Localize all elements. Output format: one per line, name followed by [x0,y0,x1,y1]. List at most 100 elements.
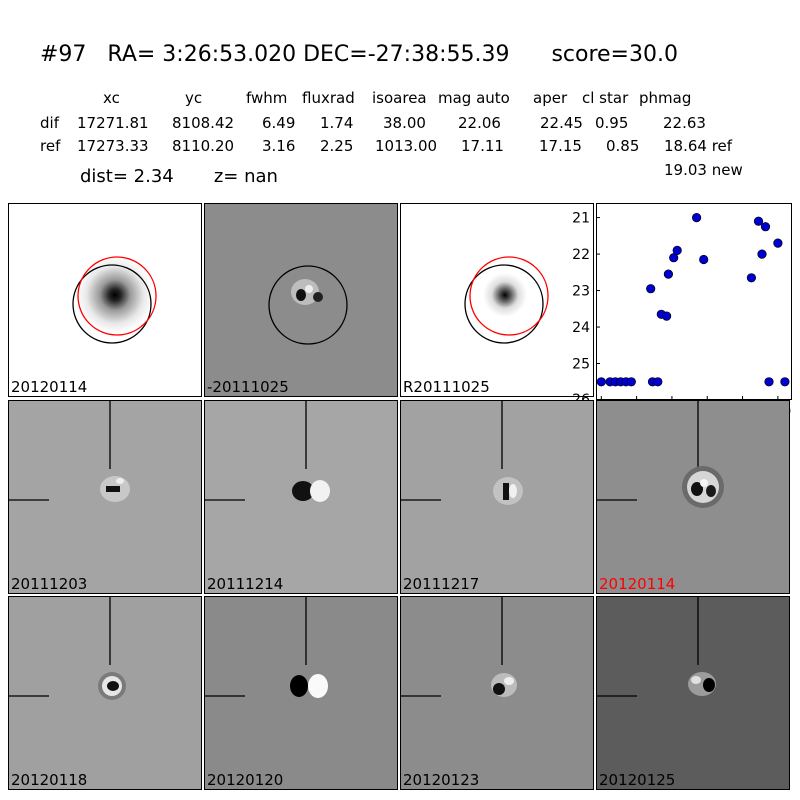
stamp-epoch-graphic [401,597,517,697]
stamp-epoch-graphic [205,401,330,502]
data-point [646,284,656,294]
data-point [672,245,682,256]
ref-circle [464,264,544,344]
stamp-new-graphic [72,256,157,344]
stamp-epoch-graphic [205,597,328,698]
dif-fwhm: 6.49 [262,114,296,132]
stamp-epoch: 20120123 [400,596,594,790]
stamp-label: 20111217 [403,575,480,593]
stamp-label-highlight: 20120114 [599,575,676,593]
dif-xc: 17271.81 [77,114,149,132]
header-isoarea: isoarea [372,89,427,107]
dif-yc: 8108.42 [172,114,235,132]
light-curve-plot: 212223242526020406080100 [572,203,792,420]
ref-phmag: 18.64 ref [664,137,733,155]
row-label-dif: dif [40,114,59,132]
data-point [764,377,774,387]
stamp-diff-graphic [268,265,348,345]
ref-cl-star: 0.85 [606,137,640,155]
header-cl-star: cl star [582,89,629,107]
header-mag-auto: mag auto [438,89,510,107]
header-xc: xc [103,89,120,107]
stamp-epoch-graphic [597,597,716,697]
stamp-epoch: 20120114 [596,400,790,594]
ref-yc: 8110.20 [172,137,235,155]
stamp-epoch: 20111214 [204,400,398,594]
stamp-label: 20120114 [11,378,88,396]
ref-circle [72,264,152,344]
dec-value: DEC=-27:38:55.39 [303,42,510,67]
ref-fluxrad: 2.25 [320,137,354,155]
data-point [699,254,709,265]
diff-circle [268,265,348,345]
data-point [669,253,679,263]
candidate-id: #97 [40,42,87,67]
stamp-new-image: 20120114 [8,203,202,397]
stamp-label: -20111025 [207,378,289,396]
plot-points [596,213,790,387]
data-point [596,377,606,387]
page-title: #97 RA= 3:26:53.020 DEC=-27:38:55.39 sco… [40,42,678,67]
ref-mag-auto: 17.11 [461,137,504,155]
light-curve-svg: 212223242526020406080100 [572,203,792,420]
stamp-label: 20120120 [207,771,284,789]
data-point [663,269,673,279]
data-point [780,377,790,387]
stamp-epoch: 20120120 [204,596,398,790]
data-point [691,213,702,223]
stamp-epoch-graphic [9,597,126,700]
ref-fwhm: 3.16 [262,137,296,155]
z-value: z= nan [213,166,278,187]
stamp-epoch-graphic [597,401,724,508]
new-circle [77,256,157,336]
ref-isoarea: 1013.00 [375,137,438,155]
data-point [753,216,764,226]
dif-phmag: 22.63 [663,114,706,132]
y-tick-label: 22 [572,247,590,263]
dif-aper: 22.45 [540,114,583,132]
stamp-epoch-graphic [401,401,523,505]
data-point [773,238,783,248]
dif-mag-auto: 22.06 [458,114,501,132]
new-phmag: 19.03 new [664,161,743,179]
dif-fluxrad: 1.74 [320,114,354,132]
new-circle [469,256,549,336]
header-aper: aper [533,89,568,107]
dif-cl-star: 0.95 [595,114,629,132]
stamp-ref-graphic [464,256,549,344]
ref-aper: 17.15 [539,137,582,155]
y-tick-label: 23 [572,284,590,300]
stamp-label: 20111203 [11,575,88,593]
score-value: score=30.0 [551,42,678,67]
data-point [653,377,663,387]
stamp-epoch: 20111217 [400,400,594,594]
y-tick-label: 21 [572,211,590,227]
ra-value: RA= 3:26:53.020 [107,42,297,67]
data-point [760,222,771,232]
header-fluxrad: fluxrad [302,89,355,107]
stamp-ref-image: R20111025 [400,203,594,397]
stamp-label: R20111025 [403,378,490,396]
ref-xc: 17273.33 [77,137,149,155]
stamp-label: 20111214 [207,575,284,593]
dist-z-line: dist= 2.34 z= nan [80,166,278,187]
stamp-epoch: 20111203 [8,400,202,594]
y-tick-label: 25 [572,357,590,373]
header-fwhm: fwhm [246,89,288,107]
stamp-label: 20120118 [11,771,88,789]
stamp-diff-image: -20111025 [204,203,398,397]
header-yc: yc [185,89,203,107]
plot-frame [596,203,792,400]
data-point [661,311,672,321]
dist-value: dist= 2.34 [80,166,174,187]
row-label-ref: ref [40,137,61,155]
stamp-epoch: 20120125 [596,596,790,790]
stamp-label: 20120123 [403,771,480,789]
data-point [746,273,756,283]
stamp-label: 20120125 [599,771,676,789]
y-tick-label: 24 [572,320,590,336]
data-point [626,377,636,387]
dif-isoarea: 38.00 [383,114,426,132]
stamp-epoch: 20120118 [8,596,202,790]
header-phmag: phmag [639,89,692,107]
